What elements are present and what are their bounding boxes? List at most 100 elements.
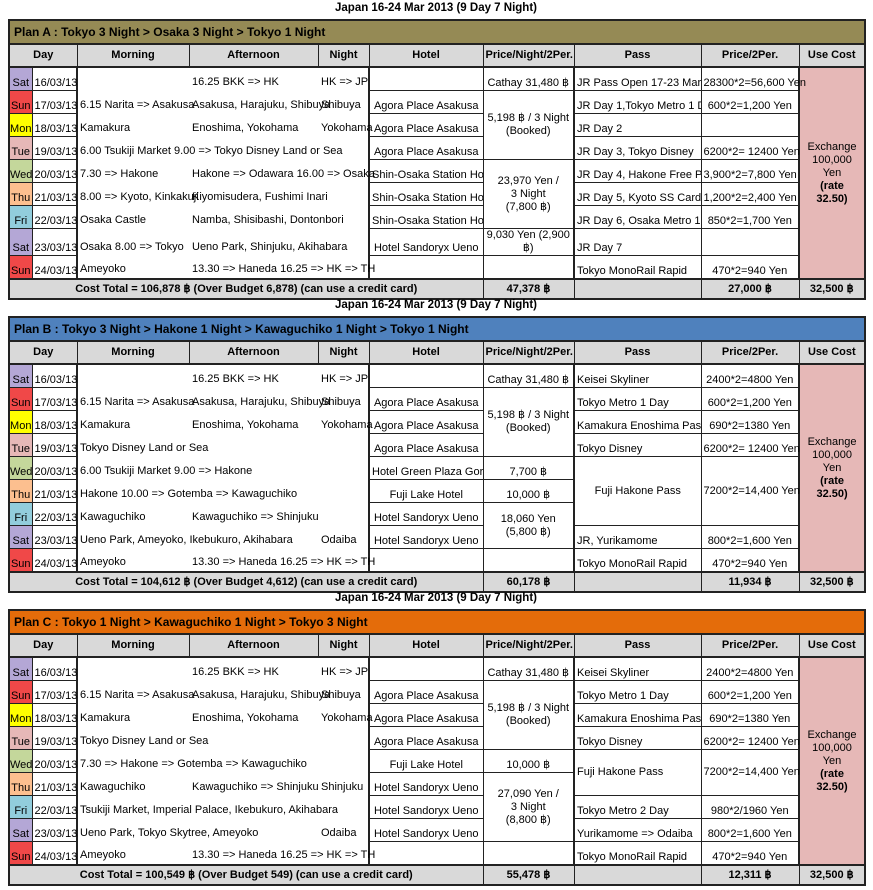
pass-cell: JR Pass Open 17-23 Mar	[573, 66, 702, 91]
header-day: Day	[8, 633, 78, 658]
day-of-week: Tue	[8, 433, 33, 457]
header-day: Day	[8, 43, 78, 68]
day-of-week: Sun	[8, 90, 33, 114]
day-row: Sat 23/03/13 Osaka 8.00 => Tokyo Ueno Park,…	[8, 228, 865, 256]
day-row: Tue 19/03/13 Tokyo Disney Land or Sea Agora…	[8, 433, 865, 457]
activities-cell: 6.15 Narita => Asakusa Asakusa, Harajuku,…	[76, 680, 370, 704]
morning-activity: Osaka Castle	[80, 213, 147, 226]
morning-activity: Ameyoko	[80, 849, 126, 861]
header-pass: Pass	[573, 340, 702, 365]
pass-price-cell: 800*2=1,600 Yen	[700, 525, 800, 549]
day-row: Sun 24/03/13 Ameyoko 13.30 => Haneda 16.25 …	[8, 255, 865, 280]
pass-total-blank	[573, 278, 702, 300]
header-pass: Pass	[573, 633, 702, 658]
date-cell: 17/03/13	[31, 387, 78, 411]
date-cell: 20/03/13	[31, 456, 78, 480]
hotel-cell: Agora Place Asakusa	[368, 680, 484, 704]
date-cell: 23/03/13	[31, 818, 78, 842]
day-of-week: Tue	[8, 136, 33, 160]
hotel-cell: Hotel Sandoryx Ueno	[368, 525, 484, 549]
plan-title: Japan 16-24 Mar 2013 (9 Day 7 Night)	[335, 2, 537, 14]
pass-price-total: 27,000 ฿	[700, 278, 800, 300]
day-row: Thu 21/03/13 Kawaguchiko Kawaguchiko => Shi…	[8, 772, 865, 842]
plan-table: Plan A : Tokyo 3 Night > Osaka 3 Night >…	[8, 19, 867, 300]
activities-cell: 16.25 BKK => HK HK => JP	[76, 657, 370, 681]
header-night: Night	[317, 43, 370, 68]
day-row: Mon 18/03/13 Kamakura Enoshima, Yokohama Yok…	[8, 410, 865, 434]
pass-price-cell: 690*2=1380 Yen	[700, 410, 800, 434]
pass-cell: Tokyo MonoRail Rapid	[573, 548, 702, 573]
hotel-cell: Hotel Sandoryx Ueno	[368, 228, 484, 256]
day-of-week: Fri	[8, 795, 33, 819]
hotel-price-cell: Cathay 31,480 ฿	[482, 363, 575, 388]
morning-activity: Kamakura	[80, 121, 131, 134]
date-cell: 20/03/13	[31, 749, 78, 773]
pass-cell: Tokyo MonoRail Rapid	[573, 841, 702, 866]
hotel-cell: Hotel Sandoryx Ueno	[368, 818, 484, 842]
plan-section: Japan 16-24 Mar 2013 (9 Day 7 Night) Plan…	[8, 0, 867, 300]
date-cell: 18/03/13	[31, 410, 78, 434]
morning-activity: 6.15 Narita => Asakusa	[80, 688, 195, 701]
afternoon-activity: Asakusa, Harajuku, Shibuya	[192, 688, 331, 701]
pass-cell: Keisei Skyliner	[573, 656, 702, 681]
date-cell: 21/03/13	[31, 772, 78, 796]
morning-activity: 7.30 => Hakone	[80, 167, 159, 180]
day-of-week: Fri	[8, 502, 33, 526]
exchange-text: Exchange 100,000 Yen	[807, 728, 857, 767]
activities-cell: 6.15 Narita => Asakusa Asakusa, Harajuku,…	[76, 387, 370, 411]
activities-cell: Tsukiji Market, Imperial Palace, Ikebuku…	[76, 795, 370, 819]
plan-label: Plan B : Tokyo 3 Night > Hakone 1 Night …	[8, 316, 866, 342]
plan-title: Japan 16-24 Mar 2013 (9 Day 7 Night)	[335, 592, 537, 604]
hotel-price-cell: 18,060 Yen (5,800 ฿)	[482, 502, 575, 549]
night-activity: Shibuya	[321, 688, 361, 701]
date-cell: 19/03/13	[31, 726, 78, 750]
night-activity: HK => JP	[321, 372, 369, 385]
day-row: Sat 16/03/13 16.25 BKK => HK HK => JP Cathay…	[8, 66, 866, 280]
activities-cell: Ueno Park, Ameyoko, Ikebukuro, Akihabara…	[76, 525, 370, 549]
plan-title: Japan 16-24 Mar 2013 (9 Day 7 Night)	[335, 299, 537, 311]
header-hotel: Hotel	[368, 43, 484, 68]
activities-cell: Tokyo Disney Land or Sea	[76, 433, 370, 457]
day-row: Sun 24/03/13 Ameyoko 13.30 => Haneda 16.25 …	[8, 548, 865, 573]
pass-price-cell: 6200*2= 12400 Yen	[700, 433, 800, 457]
hotel-cell: Hotel Sandoryx Ueno	[368, 772, 484, 796]
day-row: Sun 17/03/13 6.15 Narita => Asakusa Asakusa…	[8, 90, 865, 160]
day-of-week: Mon	[8, 113, 33, 137]
activities-cell: Kawaguchiko Kawaguchiko => Shinjuku Shinju…	[76, 772, 370, 796]
afternoon-activity: 13.30 => Haneda 16.25 => HK => TH	[192, 263, 376, 275]
morning-activity: Ameyoko	[80, 556, 126, 568]
morning-activity: Ueno Park, Ameyoko, Ikebukuro, Akihabara	[80, 533, 293, 546]
cost-total: Cost Total = 100,549 ฿ (Over Budget 549)…	[8, 864, 484, 886]
afternoon-activity: 16.25 BKK => HK	[192, 75, 279, 88]
pass-price-cell: 850*2=1,700 Yen	[700, 205, 800, 229]
day-row: Sat 23/03/13 Ueno Park, Ameyoko, Ikebukuro…	[8, 525, 865, 549]
hotel-cell: Shin-Osaka Station Hotel	[368, 205, 484, 229]
night-activity: HK => JP	[321, 75, 369, 88]
day-row: Tue 19/03/13 Tokyo Disney Land or Sea Agora…	[8, 726, 865, 750]
afternoon-activity: 16.25 BKK => HK	[192, 372, 279, 385]
pass-cell: Tokyo MonoRail Rapid	[573, 255, 702, 280]
pass-cell: JR Day 5, Kyoto SS Card	[573, 182, 702, 206]
morning-activity: 8.00 => Kyoto, Kinkakuji	[80, 190, 199, 203]
use-cost-total: 32,500 ฿	[798, 864, 866, 886]
afternoon-activity: Asakusa, Harajuku, Shibuya	[192, 98, 331, 111]
hotel-price-cell: 5,198 ฿ / 3 Night (Booked)	[482, 90, 575, 160]
hotel-cell: Shin-Osaka Station Hotel	[368, 159, 484, 183]
pass-price-cell	[700, 228, 800, 256]
hotel-price-cell	[482, 255, 575, 280]
hotel-price-cell: 7,700 ฿	[482, 456, 575, 480]
header-use-cost: Use Cost	[798, 340, 866, 365]
date-cell: 22/03/13	[31, 205, 78, 229]
afternoon-activity: Enoshima, Yokohama	[192, 711, 299, 724]
column-header-row: Day Morning Afternoon Night Hotel Price/Night…	[8, 340, 866, 365]
hotel-cell	[368, 656, 484, 681]
date-cell: 23/03/13	[31, 228, 78, 256]
pass-cell: JR Day 7	[573, 228, 702, 256]
date-cell: 22/03/13	[31, 502, 78, 526]
pass-price-cell: 1,200*2=2,400 Yen	[700, 182, 800, 206]
hotel-price-cell: 5,198 ฿ / 3 Night (Booked)	[482, 387, 575, 457]
pass-price-cell: 6200*2= 12400 Yen	[700, 726, 800, 750]
morning-activity: 6.15 Narita => Asakusa	[80, 395, 195, 408]
afternoon-activity: Asakusa, Harajuku, Shibuya	[192, 395, 331, 408]
activities-cell: Tokyo Disney Land or Sea	[76, 726, 370, 750]
